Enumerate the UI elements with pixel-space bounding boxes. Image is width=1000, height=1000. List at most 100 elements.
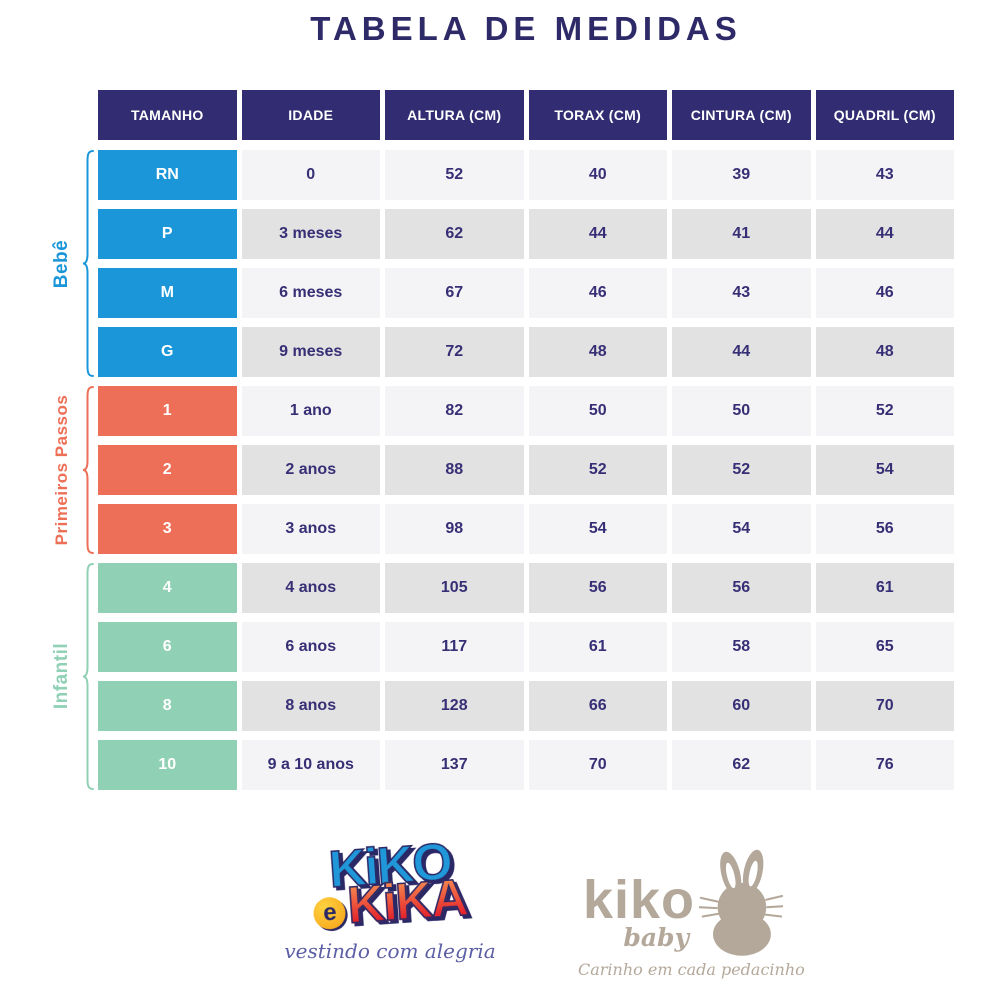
table-cell: 61 <box>815 563 954 613</box>
infantil-bracket <box>82 563 94 790</box>
size-cell: 10 <box>98 740 237 790</box>
bebe-bracket <box>82 150 94 377</box>
table-cell: 44 <box>528 209 667 259</box>
kiko-e-kika-logo: KiKO e KiKA vestindo com alegria <box>276 832 504 963</box>
table-cell: 88 <box>385 445 524 495</box>
kiko-baby-tagline: Carinho em cada pedacinho <box>578 960 805 979</box>
size-cell: RN <box>98 150 237 200</box>
table-cell: 6 anos <box>241 622 380 672</box>
table-cell: 44 <box>815 209 954 259</box>
size-cell: G <box>98 327 237 377</box>
table-cell: 54 <box>528 504 667 554</box>
table-cell: 50 <box>528 386 667 436</box>
table-cell: 128 <box>385 681 524 731</box>
table-cell: 48 <box>528 327 667 377</box>
table-row: 10 9 a 10 anos 137 70 62 76 <box>98 740 954 790</box>
table-cell: 54 <box>672 504 811 554</box>
table-cell: 6 meses <box>241 268 380 318</box>
kiko-baby-logo: kiko baby <box>578 848 805 979</box>
table-cell: 56 <box>528 563 667 613</box>
column-header: CINTURA (CM) <box>672 90 811 140</box>
table-cell: 52 <box>815 386 954 436</box>
size-cell: M <box>98 268 237 318</box>
column-header: TAMANHO <box>98 90 237 140</box>
kiko-baby-wordmark: kiko baby <box>583 873 695 958</box>
table-cell: 4 anos <box>241 563 380 613</box>
table-cell: 8 anos <box>241 681 380 731</box>
table-cell: 66 <box>528 681 667 731</box>
table-cell: 46 <box>815 268 954 318</box>
table-cell: 0 <box>241 150 380 200</box>
table-cell: 117 <box>385 622 524 672</box>
table-cell: 105 <box>385 563 524 613</box>
table-cell: 70 <box>528 740 667 790</box>
table-cell: 98 <box>385 504 524 554</box>
table-cell: 43 <box>815 150 954 200</box>
table-cell: 82 <box>385 386 524 436</box>
table-cell: 1 ano <box>241 386 380 436</box>
table-cell: 2 anos <box>241 445 380 495</box>
table-cell: 56 <box>672 563 811 613</box>
column-header: TORAX (CM) <box>528 90 667 140</box>
table-cell: 72 <box>385 327 524 377</box>
table-cell: 137 <box>385 740 524 790</box>
size-cell: 6 <box>98 622 237 672</box>
e-badge-icon: e <box>312 896 348 931</box>
group-label-bebe: Bebê <box>51 239 72 289</box>
size-cell: 3 <box>98 504 237 554</box>
column-header: ALTURA (CM) <box>385 90 524 140</box>
column-header: IDADE <box>241 90 380 140</box>
table-cell: 52 <box>528 445 667 495</box>
bunny-icon <box>699 849 784 956</box>
size-cell: 4 <box>98 563 237 613</box>
table-cell: 3 meses <box>241 209 380 259</box>
table-cell: 50 <box>672 386 811 436</box>
table-cell: 9 meses <box>241 327 380 377</box>
table-cell: 62 <box>672 740 811 790</box>
group-label-primeiros-passos: Primeiros Passos <box>52 394 71 546</box>
table-cell: 39 <box>672 150 811 200</box>
table-cell: 41 <box>672 209 811 259</box>
table-cell: 3 anos <box>241 504 380 554</box>
table-cell: 40 <box>528 150 667 200</box>
table-cell: 44 <box>672 327 811 377</box>
column-header: QUADRIL (CM) <box>815 90 954 140</box>
table-cell: 65 <box>815 622 954 672</box>
measurement-table: TAMANHO IDADE ALTURA (CM) TORAX (CM) CINTURA… <box>98 90 954 799</box>
kiko-baby-sub: baby <box>623 923 690 952</box>
primeiros-passos-bracket <box>82 386 94 554</box>
table-cell: 61 <box>528 622 667 672</box>
table-cell: 60 <box>672 681 811 731</box>
table-cell: 9 a 10 anos <box>241 740 380 790</box>
table-cell: 52 <box>672 445 811 495</box>
table-cell: 52 <box>385 150 524 200</box>
kiko-e-kika-tagline: vestindo com alegria <box>284 938 496 963</box>
header-row: TAMANHO IDADE ALTURA (CM) TORAX (CM) CINTURA… <box>98 90 954 140</box>
table-cell: 46 <box>528 268 667 318</box>
size-cell: 1 <box>98 386 237 436</box>
size-cell: P <box>98 209 237 259</box>
table-cell: 43 <box>672 268 811 318</box>
group-label-infantil: Infantil <box>51 642 72 710</box>
kiko-baby-name: kiko <box>582 870 696 930</box>
table-cell: 58 <box>672 622 811 672</box>
table-cell: 56 <box>815 504 954 554</box>
table-cell: 70 <box>815 681 954 731</box>
table-cell: 76 <box>815 740 954 790</box>
table-cell: 54 <box>815 445 954 495</box>
table-cell: 67 <box>385 268 524 318</box>
table-cell: 62 <box>385 209 524 259</box>
size-cell: 2 <box>98 445 237 495</box>
kiko-baby-row: kiko baby <box>578 848 788 958</box>
size-cell: 8 <box>98 681 237 731</box>
